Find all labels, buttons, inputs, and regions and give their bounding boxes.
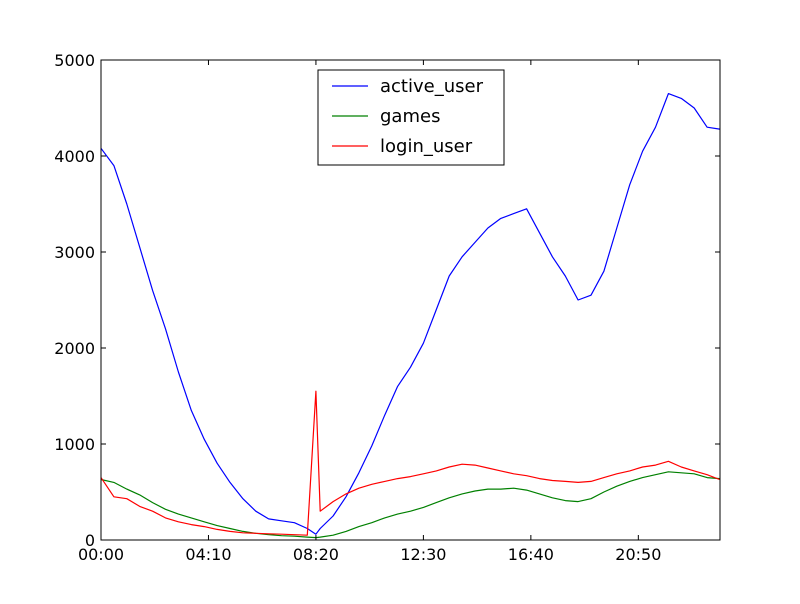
y-tick-label: 0 bbox=[85, 531, 95, 550]
legend-label-active-user: active_user bbox=[380, 76, 484, 97]
y-tick-label: 3000 bbox=[54, 243, 95, 262]
y-tick-label: 2000 bbox=[54, 339, 95, 358]
x-tick-label: 20:50 bbox=[615, 545, 661, 564]
x-tick-label: 08:20 bbox=[293, 545, 339, 564]
legend-label-games: games bbox=[380, 106, 440, 127]
y-tick-label: 1000 bbox=[54, 435, 95, 454]
x-tick-label: 12:30 bbox=[400, 545, 446, 564]
legend: active_user games login_user bbox=[317, 69, 505, 166]
x-tick-label: 16:40 bbox=[508, 545, 554, 564]
plot-frame bbox=[100, 59, 721, 541]
series-line-active-user bbox=[100, 92, 720, 535]
y-tick-label: 5000 bbox=[54, 51, 95, 70]
x-tick-label: 00:00 bbox=[78, 545, 124, 564]
y-tick-label: 4000 bbox=[54, 147, 95, 166]
legend-label-login-user: login_user bbox=[380, 136, 473, 157]
series-line-games bbox=[100, 471, 720, 539]
series-line-login-user bbox=[100, 390, 720, 536]
x-tick-label: 04:10 bbox=[185, 545, 231, 564]
